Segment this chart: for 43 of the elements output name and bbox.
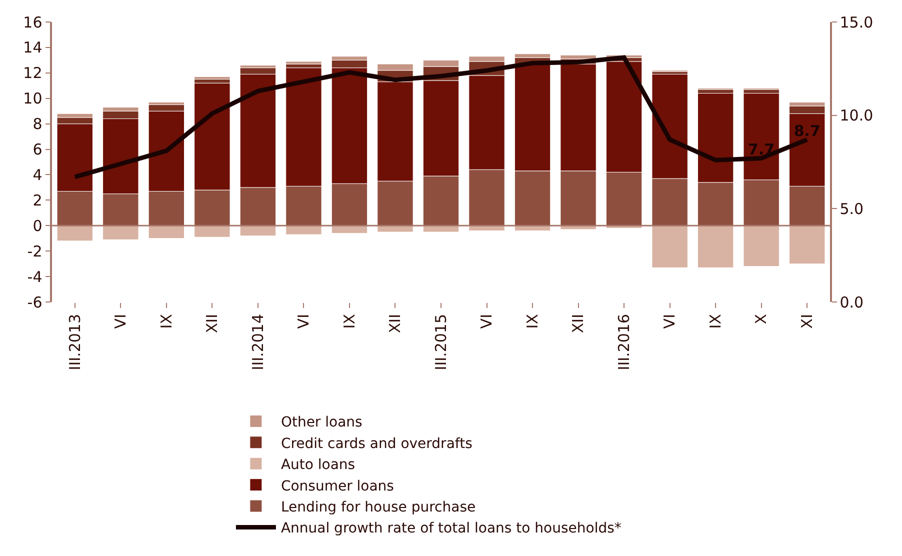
legend-label: Credit cards and overdrafts	[280, 436, 472, 452]
y-tick-label: 0	[32, 216, 42, 235]
legend-label: Lending for house purchase	[280, 499, 476, 516]
legend-label: Consumer loans	[280, 478, 394, 494]
y-tick-label: 14	[23, 38, 42, 57]
y-tick-label: -4	[27, 268, 42, 286]
legend-label: Annual growth rate of total loans to households*	[280, 520, 622, 537]
y-tick-label: 16	[23, 13, 42, 32]
y-tick-label: 6	[32, 140, 42, 159]
x-tick-label: VI	[112, 314, 130, 329]
x-tick-label: III.2015	[432, 314, 450, 370]
y2-tick-label: 5.0	[840, 200, 864, 218]
x-tick-label: XII	[569, 314, 588, 334]
x-tick-label: III.2016	[614, 314, 633, 370]
y-tick-label: -6	[27, 293, 42, 312]
data-label: 7.7	[748, 140, 775, 159]
y-tick-label: -2	[27, 242, 42, 260]
x-tick-label: XII	[386, 314, 404, 334]
x-tick-label: III.2014	[248, 314, 267, 370]
y2-tick-label: 10.0	[840, 106, 874, 125]
x-tick-label: VI	[660, 314, 679, 329]
y-tick-label: 10	[23, 90, 42, 108]
x-tick-label: IX	[706, 314, 724, 329]
y-tick-label: 4	[32, 166, 42, 184]
legend-label: Auto loans	[280, 457, 356, 474]
data-label: 8.7	[794, 122, 820, 140]
x-tick-label: III.2013	[66, 314, 84, 370]
bar	[194, 76, 230, 80]
y-tick-label: 2	[32, 191, 42, 210]
x-tick-label: XI	[798, 314, 816, 329]
bar	[286, 61, 322, 64]
x-tick-label: IX	[157, 314, 176, 329]
y-tick-label: 8	[32, 115, 42, 134]
y2-tick-label: 15.0	[840, 13, 874, 32]
x-tick-label: VI	[478, 314, 496, 329]
x-tick-label: XII	[203, 314, 222, 334]
x-tick-label: IX	[523, 314, 542, 329]
y-tick-label: 12	[23, 64, 42, 82]
x-tick-label: X	[752, 314, 770, 324]
x-tick-label: VI	[294, 314, 313, 329]
x-tick-label: IX	[340, 314, 358, 329]
legend-label: Other loans	[280, 414, 362, 431]
y2-tick-label: 0.0	[840, 293, 864, 312]
